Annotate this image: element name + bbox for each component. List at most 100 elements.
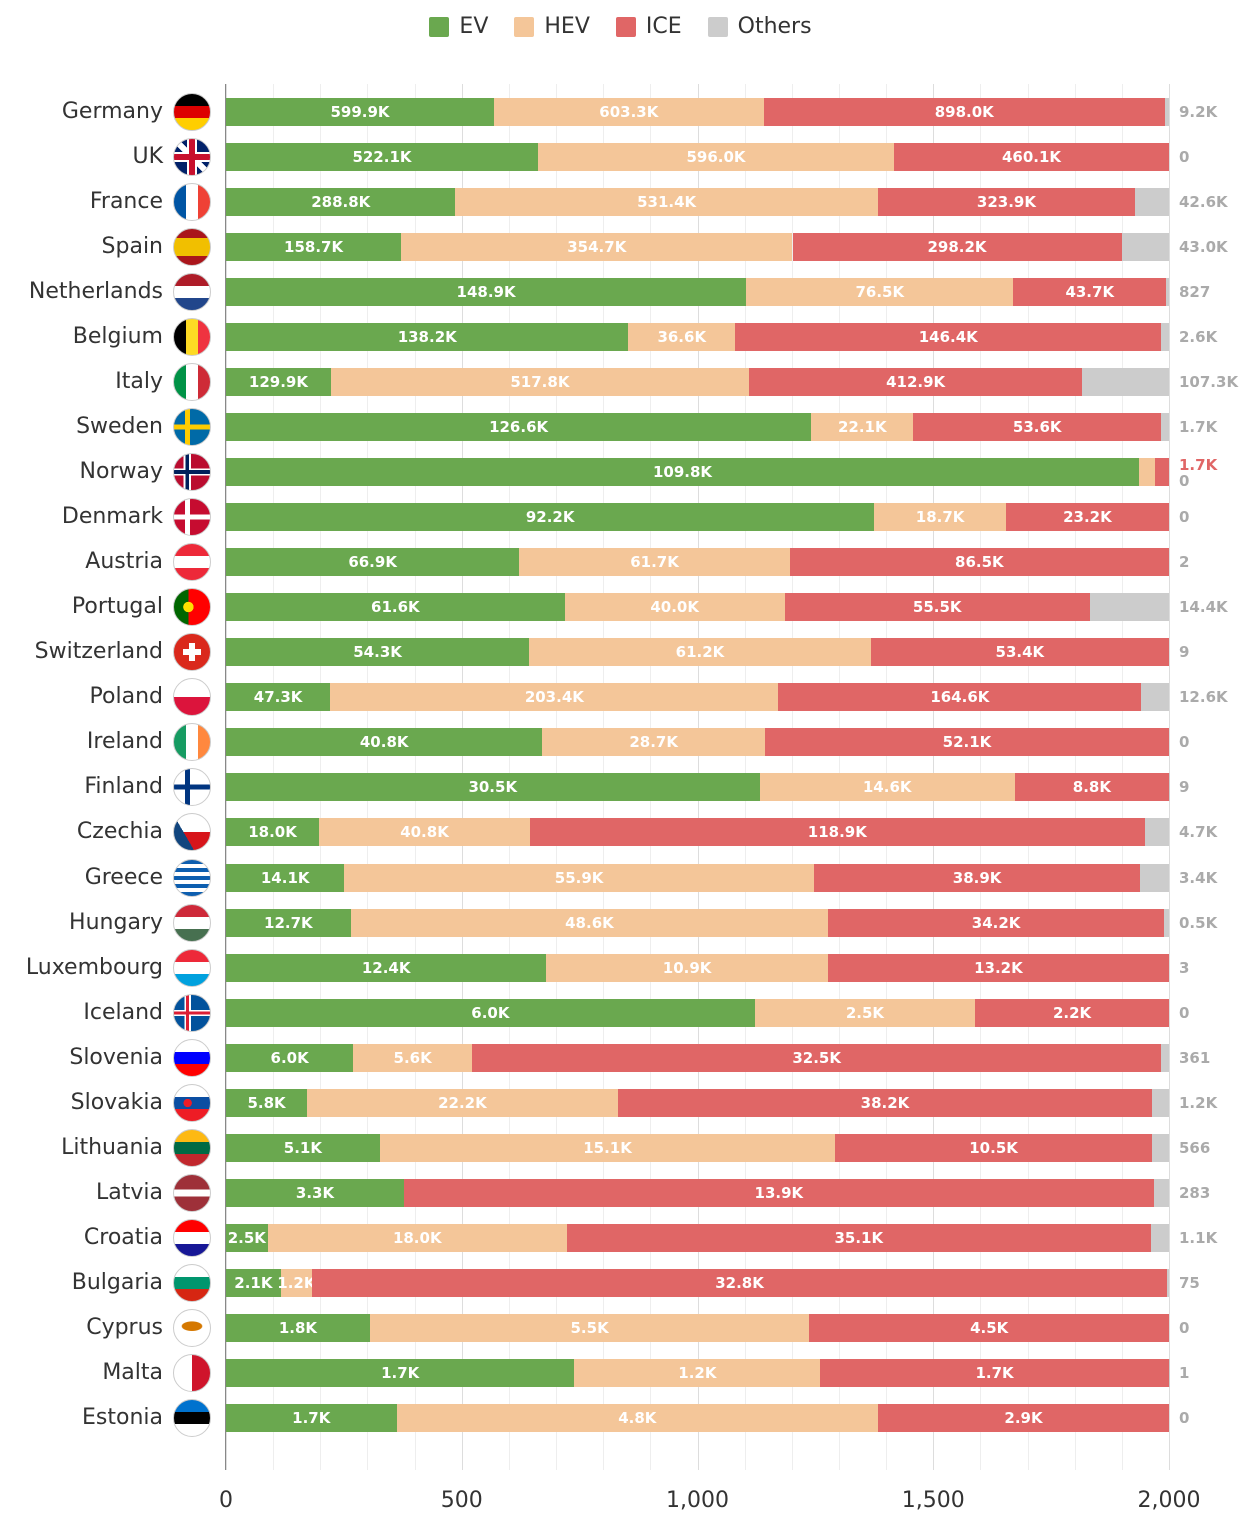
bar-segment-ice[interactable]: 2.9K [878,1403,1169,1432]
bar-segment-hev[interactable]: 55.9K [344,863,814,892]
bar-segment-ice[interactable]: 8.8K [1014,773,1169,802]
bar-segment-ev[interactable]: 18.0K [226,818,320,847]
bar-segment-ice[interactable]: 10.5K [835,1133,1152,1162]
bar-segment-others[interactable] [1161,413,1169,442]
bar-segment-ev[interactable]: 54.3K [226,638,530,667]
legend-item-ev[interactable]: EV [429,14,488,39]
bar-segment-ev[interactable]: 522.1K [226,143,538,172]
bar-segment-ev[interactable]: 6.0K [226,1043,354,1072]
bar-segment-others[interactable] [1161,1043,1169,1072]
bar-segment-ev[interactable]: 1.8K [226,1313,370,1342]
bar-segment-hev[interactable]: 5.6K [353,1043,473,1072]
bar-segment-ev[interactable]: 148.9K [226,278,747,307]
bar-segment-hev[interactable]: 1.2K [277,1268,315,1297]
bar-segment-ev[interactable]: 5.1K [226,1133,380,1162]
bar-segment-others[interactable] [1161,323,1169,352]
bar-segment-hev[interactable]: 15.1K [379,1133,836,1162]
bar-segment-others[interactable] [1089,593,1169,622]
bar-segment-hev[interactable]: 40.0K [564,593,785,622]
bar-segment-ice[interactable]: 13.2K [827,953,1169,982]
bar-segment-hev[interactable]: 18.0K [267,1223,567,1252]
bar-segment-ev[interactable]: 12.7K [226,908,351,937]
bar-segment-ev[interactable]: 126.6K [226,413,812,442]
bar-segment-hev[interactable]: 36.6K [628,323,736,352]
bar-segment-ev[interactable]: 12.4K [226,953,547,982]
bar-segment-ev[interactable]: 47.3K [226,683,331,712]
bar-segment-others[interactable] [1150,1223,1169,1252]
bar-segment-ev[interactable]: 1.7K [226,1403,397,1432]
bar-segment-ice[interactable]: 4.5K [809,1313,1169,1342]
bar-segment-hev[interactable]: 354.7K [401,233,793,262]
bar-segment-ice[interactable]: 23.2K [1005,503,1169,532]
bar-segment-hev[interactable]: 40.8K [319,818,530,847]
bar-segment-ev[interactable]: 3.3K [226,1178,404,1207]
bar-segment-ice[interactable]: 460.1K [894,143,1169,172]
bar-segment-others[interactable] [1166,278,1169,307]
bar-segment-hev[interactable]: 28.7K [542,728,765,757]
bar-segment-others[interactable] [1167,1268,1169,1297]
bar-segment-ev[interactable]: 1.7K [226,1358,575,1387]
bar-segment-hev[interactable]: 517.8K [330,368,749,397]
bar-segment-ev[interactable]: 30.5K [226,773,760,802]
bar-segment-others[interactable] [1151,1133,1169,1162]
bar-segment-others[interactable] [1152,1088,1169,1117]
bar-segment-ev[interactable]: 138.2K [226,323,629,352]
bar-segment-others[interactable] [1135,188,1169,217]
bar-segment-ice[interactable]: 35.1K [566,1223,1151,1252]
bar-segment-others[interactable] [1144,818,1169,847]
bar-segment-hev[interactable]: 603.3K [494,98,764,126]
bar-segment-ice[interactable]: 118.9K [529,818,1145,847]
bar-segment-others[interactable] [1121,233,1169,262]
bar-segment-ice[interactable]: 34.2K [828,908,1165,937]
bar-segment-hev[interactable]: 14.6K [759,773,1015,802]
bar-segment-others[interactable] [1153,1178,1169,1207]
bar-segment-hev[interactable]: 61.2K [529,638,871,667]
bar-segment-ice[interactable]: 412.9K [748,368,1083,397]
bar-segment-ice[interactable] [1154,458,1169,487]
bar-segment-hev[interactable]: 61.7K [519,548,790,577]
bar-segment-hev[interactable]: 22.1K [811,413,914,442]
legend-item-hev[interactable]: HEV [514,14,590,39]
bar-segment-ev[interactable]: 109.8K [226,458,1140,487]
bar-segment-ev[interactable]: 5.8K [226,1088,308,1117]
bar-segment-ice[interactable]: 43.7K [1013,278,1167,307]
bar-segment-ev[interactable]: 40.8K [226,728,543,757]
bar-segment-others[interactable] [1141,683,1169,712]
bar-segment-ice[interactable]: 2.2K [975,998,1169,1027]
bar-segment-ev[interactable]: 129.9K [226,368,331,397]
bar-segment-ev[interactable]: 92.2K [226,503,875,532]
legend-item-ice[interactable]: ICE [615,14,682,39]
bar-segment-ice[interactable]: 53.6K [913,413,1162,442]
bar-segment-hev[interactable]: 1.2K [574,1358,821,1387]
bar-segment-hev[interactable]: 10.9K [546,953,828,982]
bar-segment-ice[interactable]: 32.5K [472,1043,1162,1072]
bar-segment-ev[interactable]: 6.0K [226,998,755,1027]
bar-segment-hev[interactable]: 5.5K [369,1313,810,1342]
bar-segment-others[interactable] [1164,908,1169,937]
bar-segment-hev[interactable]: 76.5K [746,278,1014,307]
bar-segment-ev[interactable]: 61.6K [226,593,565,622]
bar-segment-ice[interactable]: 55.5K [784,593,1090,622]
bar-segment-hev[interactable]: 2.5K [754,998,976,1027]
bar-segment-hev[interactable]: 48.6K [350,908,829,937]
bar-segment-ice[interactable]: 38.9K [813,863,1141,892]
bar-segment-ev[interactable]: 14.1K [226,863,345,892]
bar-segment-ev[interactable]: 2.1K [226,1268,281,1297]
bar-segment-ice[interactable]: 1.7K [820,1358,1169,1387]
bar-segment-hev[interactable]: 203.4K [330,683,779,712]
bar-segment-ice[interactable]: 146.4K [735,323,1162,352]
bar-segment-ice[interactable]: 32.8K [312,1268,1168,1297]
bar-segment-ice[interactable]: 298.2K [792,233,1122,262]
bar-segment-others[interactable] [1082,368,1169,397]
bar-segment-hev[interactable]: 4.8K [396,1403,879,1432]
bar-segment-hev[interactable]: 531.4K [455,188,878,217]
bar-segment-ice[interactable]: 898.0K [763,98,1165,126]
bar-segment-ice[interactable]: 52.1K [764,728,1169,757]
legend-item-others[interactable]: Others [707,14,812,39]
bar-segment-ice[interactable]: 13.9K [403,1178,1154,1207]
bar-segment-ice[interactable]: 53.4K [870,638,1169,667]
bar-segment-ev[interactable]: 288.8K [226,188,456,217]
bar-segment-ice[interactable]: 38.2K [617,1088,1153,1117]
bar-segment-ev[interactable]: 2.5K [226,1223,268,1252]
bar-segment-hev[interactable]: 22.2K [307,1088,618,1117]
